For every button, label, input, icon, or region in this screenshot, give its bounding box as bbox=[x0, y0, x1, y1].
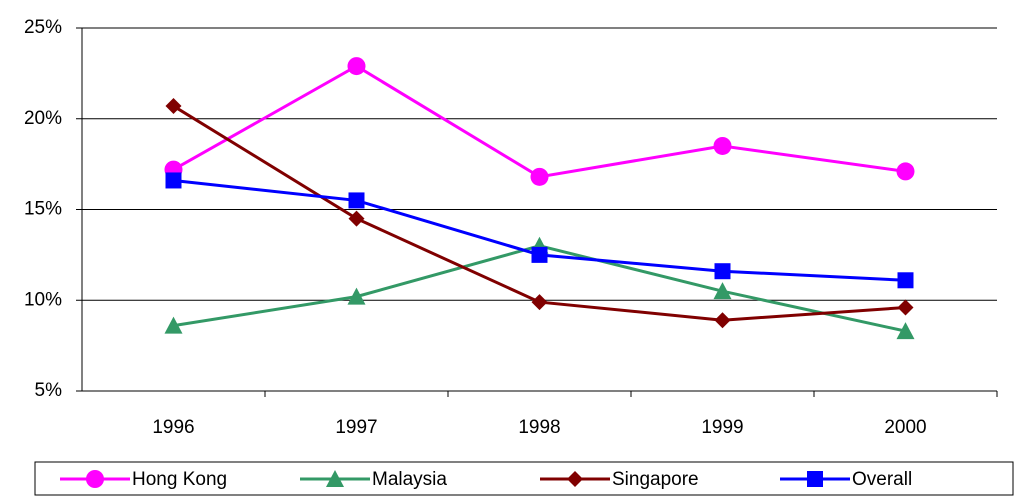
legend-label: Hong Kong bbox=[132, 469, 227, 490]
y-tick-label: 10% bbox=[24, 289, 62, 310]
x-tick-label: 1998 bbox=[518, 417, 560, 438]
marker bbox=[807, 471, 823, 487]
marker bbox=[530, 167, 549, 186]
x-tick-label: 1997 bbox=[335, 417, 377, 438]
y-tick-label: 20% bbox=[24, 108, 62, 129]
marker bbox=[714, 263, 731, 280]
marker bbox=[714, 312, 731, 329]
marker bbox=[567, 471, 583, 487]
marker bbox=[347, 287, 366, 305]
legend-label: Singapore bbox=[612, 469, 699, 490]
marker bbox=[531, 294, 548, 311]
x-tick-label: 1996 bbox=[152, 417, 194, 438]
marker bbox=[531, 246, 548, 263]
marker bbox=[896, 322, 915, 340]
y-tick-label: 25% bbox=[24, 17, 62, 38]
marker bbox=[348, 192, 365, 209]
marker bbox=[86, 470, 104, 488]
marker bbox=[347, 57, 366, 76]
series-line bbox=[172, 104, 906, 322]
marker bbox=[713, 136, 732, 155]
marker bbox=[897, 299, 914, 316]
marker bbox=[326, 470, 344, 487]
marker bbox=[165, 98, 182, 115]
x-tick-label: 1999 bbox=[701, 417, 743, 438]
series-line bbox=[172, 64, 906, 179]
marker bbox=[713, 282, 732, 300]
marker bbox=[896, 162, 915, 181]
marker bbox=[164, 316, 183, 334]
legend-label: Overall bbox=[852, 469, 912, 490]
y-tick-label: 5% bbox=[35, 380, 63, 401]
marker bbox=[897, 272, 914, 289]
legend-label: Malaysia bbox=[372, 469, 447, 490]
x-tick-label: 2000 bbox=[884, 417, 926, 438]
y-tick-label: 15% bbox=[24, 199, 62, 220]
marker bbox=[165, 172, 182, 189]
series-line bbox=[173, 178, 906, 282]
marker bbox=[348, 210, 365, 227]
